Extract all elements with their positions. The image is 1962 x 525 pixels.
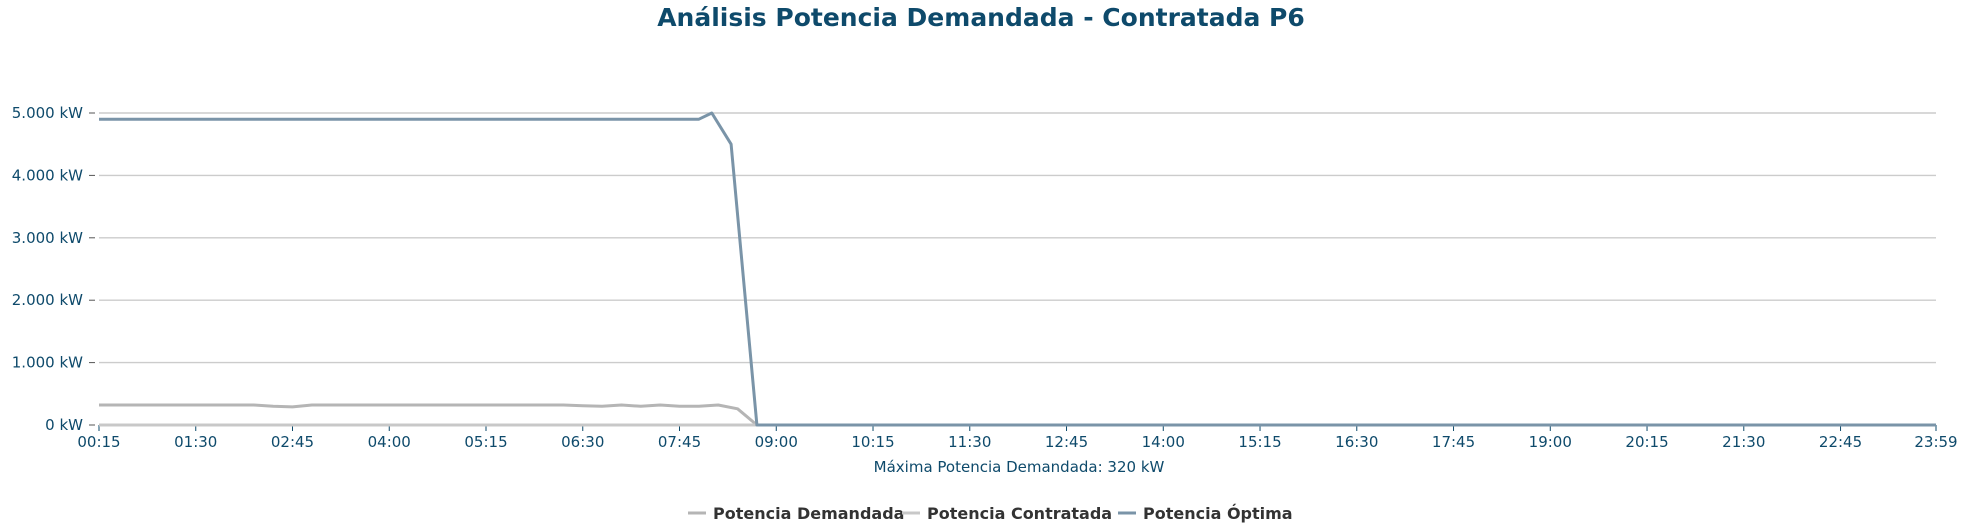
x-axis-label: Máxima Potencia Demandada: 320 kW [874, 458, 1165, 476]
series-line-1 [99, 403, 1936, 427]
x-tick-label: 20:15 [1625, 433, 1668, 451]
x-axis: 00:15 01:30 02:45 04:00 05:15 06:30 07:45 09:00… [77, 424, 1958, 451]
x-tick-label: 12:45 [1045, 433, 1088, 451]
legend-label[interactable]: Potencia Contratada [927, 504, 1112, 523]
x-tick-label: 23:59 [1914, 433, 1957, 451]
series-line-3 [99, 111, 1936, 427]
x-tick-label: 15:15 [1238, 433, 1281, 451]
x-tick-label: 21:30 [1722, 433, 1765, 451]
x-tick-label: 02:45 [271, 433, 314, 451]
x-tick-label: 04:00 [368, 433, 411, 451]
legend: Potencia Demandada Potencia Contratada Pot… [688, 504, 1293, 523]
x-tick-label: 19:00 [1529, 433, 1572, 451]
x-tick-label: 14:00 [1142, 433, 1185, 451]
series-lines [99, 111, 1936, 427]
x-tick-label: 07:45 [658, 433, 701, 451]
y-axis: 0 kW 1.000 kW 2.000 kW 3.000 kW 4.000 kW 5.00… [12, 104, 95, 434]
legend-label[interactable]: Potencia Óptima [1143, 504, 1293, 523]
x-tick-label: 09:00 [755, 433, 798, 451]
x-tick-label: 05:15 [464, 433, 507, 451]
x-tick-label: 11:30 [948, 433, 991, 451]
y-tick-label: 5.000 kW [12, 104, 83, 122]
y-tick-label: 0 kW [45, 416, 83, 434]
y-tick-label: 3.000 kW [12, 229, 83, 247]
x-tick-label: 01:30 [174, 433, 217, 451]
y-tick-label: 4.000 kW [12, 166, 83, 184]
x-tick-label: 10:15 [851, 433, 894, 451]
x-tick-label: 17:45 [1432, 433, 1475, 451]
legend-label[interactable]: Potencia Demandada [713, 504, 904, 523]
chart-title: Análisis Potencia Demandada - Contratada… [657, 3, 1305, 32]
y-tick-label: 1.000 kW [12, 354, 83, 372]
grid-lines [99, 112, 1936, 364]
y-tick-label: 2.000 kW [12, 291, 83, 309]
x-tick-label: 00:15 [77, 433, 120, 451]
x-tick-label: 16:30 [1335, 433, 1378, 451]
x-tick-label: 06:30 [561, 433, 604, 451]
x-tick-label: 22:45 [1819, 433, 1862, 451]
